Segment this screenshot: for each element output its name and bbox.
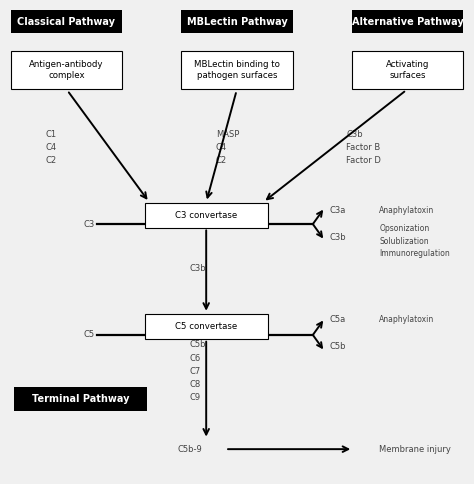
FancyBboxPatch shape: [145, 203, 268, 228]
Text: Antigen-antibody
complex: Antigen-antibody complex: [29, 60, 104, 80]
Text: Opsonization
Solublization
Immunoregulation: Opsonization Solublization Immunoregulat…: [379, 224, 450, 258]
FancyBboxPatch shape: [14, 387, 147, 411]
Text: MBLectin binding to
pathogen surfaces: MBLectin binding to pathogen surfaces: [194, 60, 280, 80]
Text: C1
C4
C2: C1 C4 C2: [45, 130, 56, 166]
Text: C3a: C3a: [329, 206, 346, 215]
Text: C5b-9: C5b-9: [178, 445, 202, 454]
Text: Membrane injury: Membrane injury: [379, 445, 451, 454]
FancyBboxPatch shape: [352, 51, 463, 89]
Text: Anaphylatoxin: Anaphylatoxin: [379, 315, 435, 324]
Text: C5 convertase: C5 convertase: [175, 322, 237, 331]
Text: C5b: C5b: [329, 342, 346, 350]
FancyBboxPatch shape: [11, 51, 122, 89]
FancyBboxPatch shape: [145, 314, 268, 339]
Text: MBLectin Pathway: MBLectin Pathway: [187, 17, 287, 27]
FancyBboxPatch shape: [352, 10, 463, 33]
Text: C5a: C5a: [329, 315, 346, 324]
Text: C3b
Factor B
Factor D: C3b Factor B Factor D: [346, 130, 381, 166]
Text: Alternative Pathway: Alternative Pathway: [352, 17, 464, 27]
Text: Anaphylatoxin: Anaphylatoxin: [379, 206, 435, 215]
Text: C3: C3: [83, 220, 95, 228]
Text: MASP
C4
C2: MASP C4 C2: [216, 130, 239, 166]
Text: C5b
C6
C7
C8
C9: C5b C6 C7 C8 C9: [190, 340, 206, 402]
Text: C5: C5: [84, 331, 95, 339]
FancyBboxPatch shape: [181, 10, 292, 33]
FancyBboxPatch shape: [11, 10, 122, 33]
Text: C3 convertase: C3 convertase: [175, 211, 237, 220]
FancyBboxPatch shape: [181, 51, 292, 89]
Text: Activating
surfaces: Activating surfaces: [386, 60, 429, 80]
Text: C3b: C3b: [329, 233, 346, 242]
Text: C3b: C3b: [190, 264, 206, 273]
Text: Terminal Pathway: Terminal Pathway: [32, 394, 129, 404]
Text: Classical Pathway: Classical Pathway: [18, 17, 115, 27]
